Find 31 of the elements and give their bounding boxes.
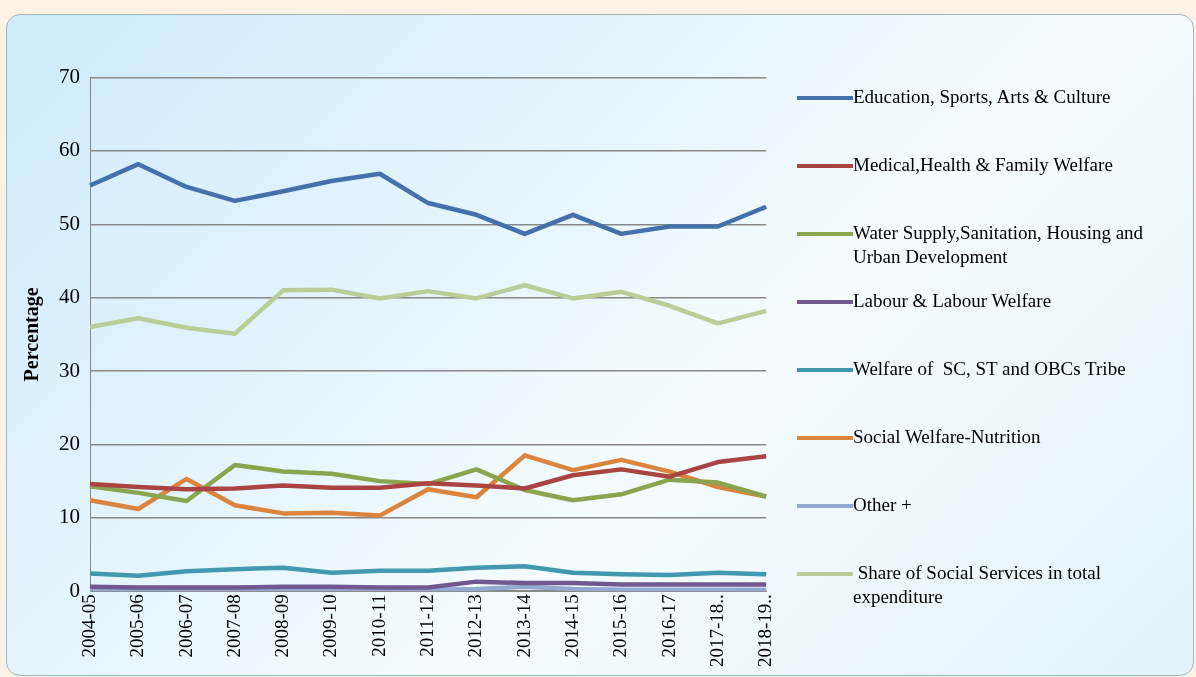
y-tick-label: 70	[59, 64, 80, 89]
y-tick-label: 60	[59, 137, 80, 162]
x-tick-label: 2007-08	[222, 594, 244, 658]
x-tick-label: 2009-10	[319, 594, 341, 658]
legend-label: Welfare of SC, ST and OBCs Tribe	[853, 357, 1126, 381]
x-tick-label: 2016-17	[657, 594, 679, 658]
legend-label: Medical,Health & Family Welfare	[853, 153, 1113, 177]
legend-label: Education, Sports, Arts & Culture	[853, 85, 1111, 109]
x-tick-label: 2011-12	[416, 594, 438, 657]
legend-label: Social Welfare-Nutrition	[853, 425, 1041, 449]
y-tick-label: 30	[59, 357, 80, 382]
y-tick-label: 40	[59, 284, 80, 309]
x-tick-label: 2018-19..	[754, 594, 776, 667]
x-tick-label: 2017-18..	[705, 594, 727, 667]
x-tick-label: 2006-07	[174, 594, 196, 658]
x-tick-label: 2010-11	[367, 594, 389, 657]
x-tick-label: 2014-15	[560, 594, 582, 658]
x-tick-label: 2012-13	[464, 594, 486, 658]
x-tick-label: 2005-06	[126, 594, 148, 658]
legend-label: Water Supply,Sanitation, Housing and Urban Development	[853, 221, 1145, 269]
y-tick-label: 20	[59, 430, 80, 455]
y-tick-label: 0	[69, 577, 80, 602]
legend-label: Other +	[853, 493, 912, 517]
legend-label: Share of Social Services in total expenditure	[853, 561, 1102, 609]
legend-label: Labour & Labour Welfare	[853, 289, 1052, 313]
x-tick-label: 2015-16	[609, 594, 631, 658]
y-axis-title: Percentage	[20, 287, 44, 382]
y-tick-label: 50	[59, 210, 80, 235]
y-tick-label: 10	[59, 504, 80, 529]
x-tick-label: 2008-09	[271, 594, 293, 658]
x-tick-label: 2013-14	[512, 593, 534, 658]
